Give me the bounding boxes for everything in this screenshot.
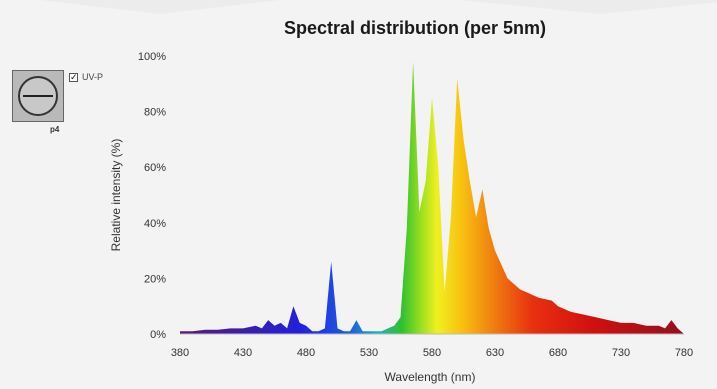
lamp-thumbnail[interactable] (12, 70, 64, 122)
x-axis-label: Wavelength (nm) (385, 370, 476, 384)
lamp-label: p4 (50, 125, 60, 134)
x-tick-label: 430 (234, 347, 252, 359)
x-tick-label: 630 (486, 347, 504, 359)
y-axis-ticks: 0% 20% 40% 60% 80% 100% (138, 51, 166, 341)
uvp-checkbox[interactable]: ✓ (69, 72, 78, 82)
y-tick-label: 0% (150, 329, 166, 341)
x-tick-label: 530 (360, 347, 378, 359)
uvp-checkbox-label: UV-P (82, 72, 104, 82)
x-tick-label: 730 (612, 347, 630, 359)
spectrum-area (180, 61, 684, 334)
y-tick-label: 20% (144, 273, 166, 285)
y-tick-label: 80% (144, 107, 166, 119)
y-tick-label: 60% (144, 162, 166, 174)
x-tick-label: 580 (423, 347, 441, 359)
y-tick-label: 100% (138, 51, 166, 63)
y-axis-label: Relative intensity (%) (109, 139, 123, 252)
corner-decoration-left (40, 0, 280, 14)
y-tick-label: 40% (144, 218, 166, 230)
corner-decoration-right (460, 0, 717, 14)
x-axis-ticks: 380 430 480 530 580 630 680 730 780 (171, 347, 693, 359)
x-tick-label: 680 (549, 347, 567, 359)
disc-line-icon (23, 95, 53, 97)
x-tick-label: 480 (297, 347, 315, 359)
chart-title: Spectral distribution (per 5nm) (283, 18, 547, 38)
x-tick-label: 380 (171, 347, 189, 359)
x-tick-label: 780 (675, 347, 693, 359)
